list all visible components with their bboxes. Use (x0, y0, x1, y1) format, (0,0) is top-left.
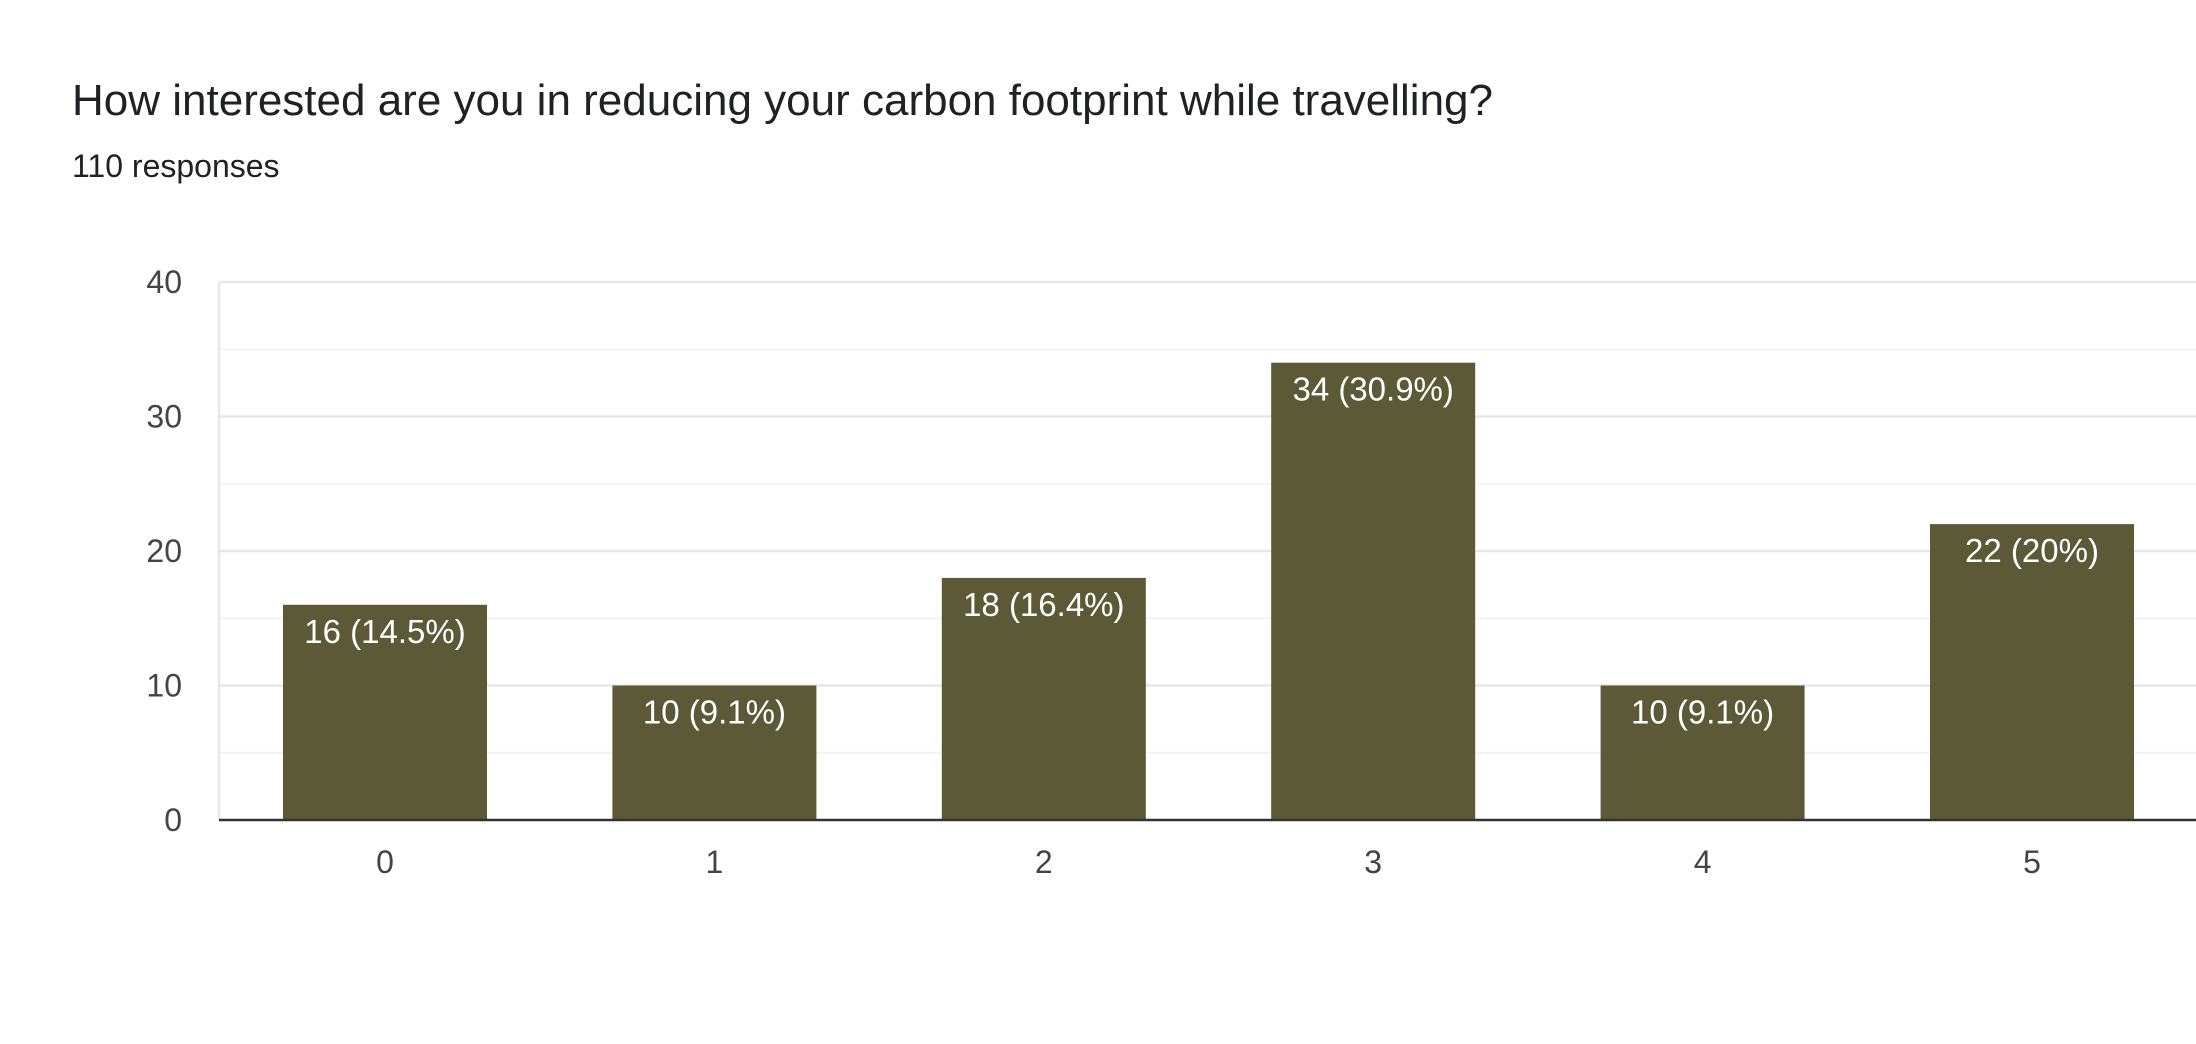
y-tick-label: 0 (164, 802, 182, 838)
bars (283, 362, 2134, 820)
bar-data-label: 18 (16.4%) (963, 586, 1124, 623)
y-tick-label: 20 (146, 533, 182, 569)
axes: 0 10 20 30 40 0 1 2 3 4 5 (146, 264, 2196, 880)
bar-data-label: 10 (9.1%) (643, 694, 786, 731)
bar (941, 577, 1146, 820)
x-tick-label: 2 (1035, 844, 1053, 880)
x-tick-label: 3 (1364, 844, 1382, 880)
x-tick-label: 5 (2023, 844, 2041, 880)
x-tick-label: 0 (376, 844, 394, 880)
data-labels: 16 (14.5%) 10 (9.1%) 18 (16.4%) 34 (30.9%) 1… (304, 371, 2099, 731)
x-tick-label: 1 (706, 844, 724, 880)
y-tick-label: 30 (146, 399, 182, 435)
bar (1930, 524, 2134, 820)
bar-data-label: 16 (14.5%) (304, 613, 465, 650)
x-tick-label: 4 (1694, 844, 1712, 880)
y-tick-label: 40 (146, 264, 182, 300)
bar-data-label: 22 (20%) (1965, 532, 2099, 569)
grid-lines (217, 280, 2196, 820)
response-count: 110 responses (72, 148, 280, 184)
bar (1600, 685, 1805, 820)
bar (283, 604, 487, 820)
bar (1271, 362, 1476, 820)
bar (612, 685, 817, 820)
chart-title: How interested are you in reducing your … (72, 76, 1493, 125)
bar-data-label: 34 (30.9%) (1292, 371, 1453, 408)
bar-data-label: 10 (9.1%) (1631, 694, 1774, 731)
y-tick-label: 10 (146, 668, 182, 704)
